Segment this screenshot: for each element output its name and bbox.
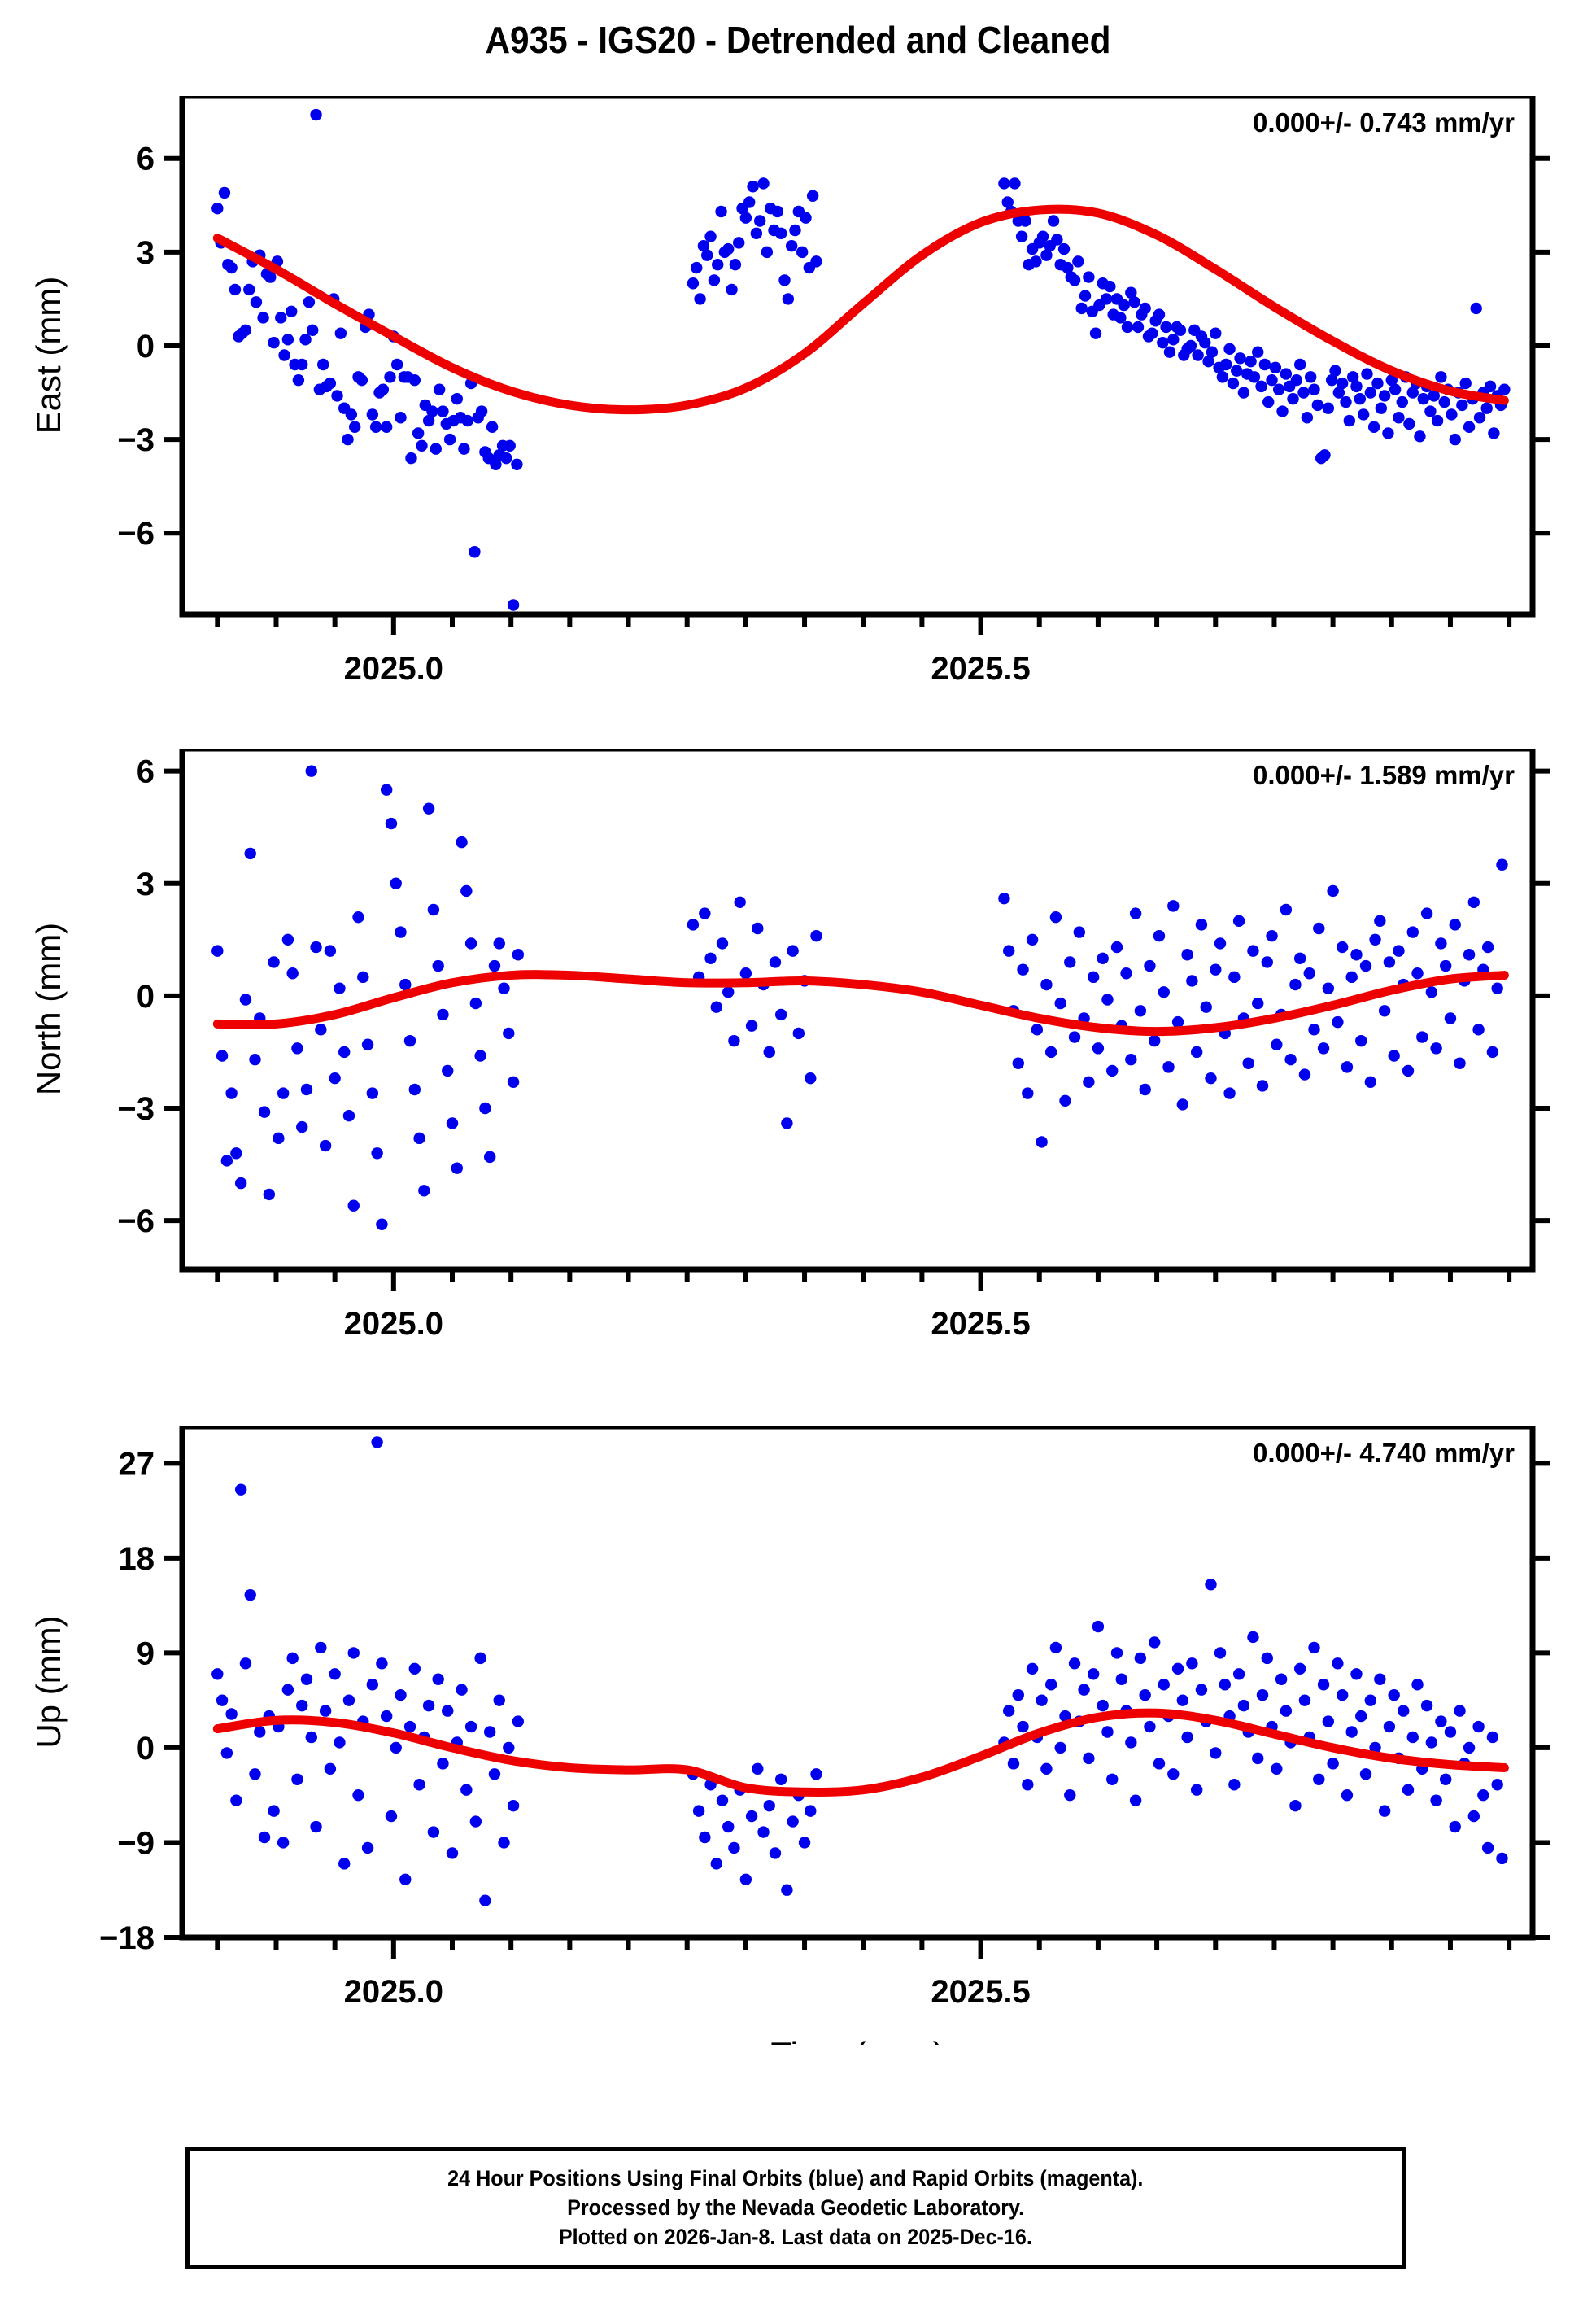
fit-curve-east [212, 204, 1509, 415]
y-axis-up: 27 18 9 0 −9 −18 [99, 1446, 1550, 1956]
y-axis-north: 6 3 0 −3 −6 [117, 754, 1550, 1239]
y-tick-label: 0 [137, 979, 155, 1015]
y-tick-label: 9 [137, 1636, 155, 1671]
x-tick-label: 2025.0 [344, 1974, 443, 2010]
y-tick-label: −3 [117, 422, 155, 458]
plot-frame-up [179, 1426, 1536, 1941]
x-axis-east: 2025.0 2025.5 [215, 614, 1512, 687]
x-axis-label: Time (year) [770, 2035, 944, 2045]
plot-up: 27 18 9 0 −9 −18 2025.0 2025.5 0.000+/- 4.740 mm… [29, 1426, 1550, 2045]
y-tick-label: 27 [119, 1446, 155, 1482]
footer-note-box: 24 Hour Positions Using Final Orbits (bl… [185, 2147, 1406, 2269]
rate-annotation-up: 0.000+/- 4.740 mm/yr [1253, 1438, 1515, 1468]
y-tick-label: 6 [137, 142, 155, 177]
y-tick-label: 6 [137, 754, 155, 790]
x-axis-north: 2025.0 2025.5 [215, 1269, 1512, 1342]
y-tick-label: −9 [117, 1825, 155, 1861]
plot-frame-east [179, 96, 1536, 618]
y-tick-label: −3 [117, 1091, 155, 1127]
y-tick-label: 0 [137, 329, 155, 365]
x-tick-label: 2025.5 [931, 1974, 1030, 2010]
y-tick-label: 3 [137, 235, 155, 271]
footer-line-3: Plotted on 2026-Jan-8. Last data on 2025… [559, 2225, 1032, 2250]
y-tick-label: 3 [137, 867, 155, 902]
x-tick-label: 2025.5 [931, 651, 1030, 687]
plot-background [182, 1426, 1533, 1937]
y-axis-label-north: North (mm) [29, 923, 68, 1095]
plot-background [182, 96, 1533, 614]
x-tick-label: 2025.0 [344, 651, 443, 687]
y-axis-east: 6 3 0 −3 −6 [117, 142, 1550, 552]
y-axis-label-east: East (mm) [29, 277, 68, 435]
x-tick-label: 2025.0 [344, 1306, 443, 1342]
rate-annotation-north: 0.000+/- 1.589 mm/yr [1253, 760, 1515, 790]
footer-line-2: Processed by the Nevada Geodetic Laborat… [567, 2195, 1024, 2220]
panel-north: 6 3 0 −3 −6 2025.0 2025.5 0.000+/- 1.589 mm/yr N… [0, 749, 1596, 1391]
rate-annotation-east: 0.000+/- 0.743 mm/yr [1253, 107, 1515, 138]
x-axis-up: 2025.0 2025.5 [215, 1937, 1512, 2010]
footer-line-1: 24 Hour Positions Using Final Orbits (bl… [447, 2165, 1144, 2190]
panel-up: 27 18 9 0 −9 −18 2025.0 2025.5 0.000+/- 4.740 mm… [0, 1426, 1596, 2045]
plot-frame-north [179, 749, 1536, 1273]
data-points-up [211, 1436, 1508, 1906]
panel-east: 6 3 0 −3 −6 2025.0 2025.5 0.000+/- 0.743 mm/yr E… [0, 96, 1596, 714]
y-tick-label: −18 [99, 1920, 155, 1956]
fit-curve-north [212, 970, 1509, 1037]
y-axis-label-up: Up (mm) [29, 1615, 68, 1748]
y-tick-label: −6 [117, 1203, 155, 1239]
x-tick-label: 2025.5 [931, 1306, 1030, 1342]
page-title: A935 - IGS20 - Detrended and Cleaned [485, 19, 1111, 61]
y-tick-label: −6 [117, 516, 155, 552]
plot-north: 6 3 0 −3 −6 2025.0 2025.5 0.000+/- 1.589 mm/yr N… [29, 749, 1550, 1342]
fit-curve-up [212, 1708, 1509, 1797]
y-tick-label: 18 [119, 1541, 155, 1577]
y-tick-label: 0 [137, 1731, 155, 1767]
plot-east: 6 3 0 −3 −6 2025.0 2025.5 0.000+/- 0.743 mm/yr E… [29, 96, 1550, 687]
